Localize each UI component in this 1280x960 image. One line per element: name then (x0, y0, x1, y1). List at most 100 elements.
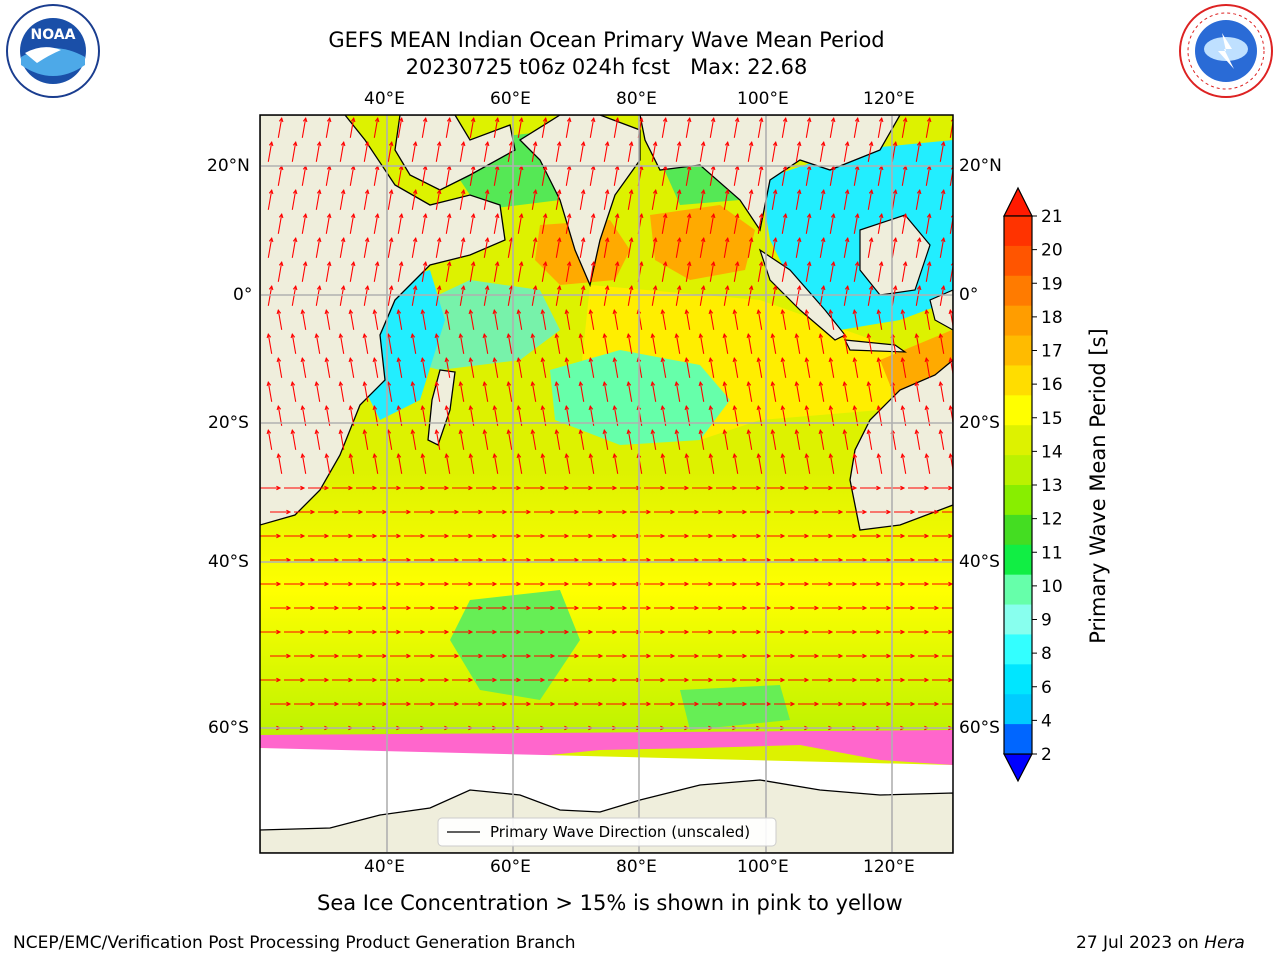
wave-arrow-shaft (541, 358, 547, 378)
wave-arrow-head (718, 605, 724, 611)
wave-arrow-head (694, 509, 700, 515)
wave-arrow-head (516, 485, 522, 491)
wave-arrow-head (484, 237, 490, 243)
wave-arrow-head (708, 485, 714, 491)
wave-arrow-head (266, 333, 272, 339)
wave-arrow-head (710, 261, 716, 267)
wave-arrow-head (780, 533, 786, 539)
wave-arrow-shaft (301, 310, 307, 330)
wave-arrow-head (358, 701, 364, 707)
india-landmass (518, 115, 641, 288)
wave-arrow-head (732, 581, 738, 587)
wave-arrow-head (556, 285, 562, 291)
colorbar-tick-label: 12 (1041, 510, 1063, 530)
wave-arrow-head (698, 333, 704, 339)
wave-arrow-head (780, 357, 786, 363)
wave-arrow-head (622, 605, 628, 611)
wave-arrow-shaft (675, 430, 681, 450)
wave-arrow-head (622, 509, 628, 515)
wave-arrow-head (382, 653, 388, 659)
wave-arrow-head (724, 285, 730, 291)
wave-arrow-shaft (373, 454, 379, 474)
wave-arrow-shaft (891, 334, 897, 354)
wave-arrow-head (852, 485, 858, 491)
wave-arrow-shaft (733, 214, 739, 234)
wave-arrow-head (460, 141, 466, 147)
wave-arrow-head (556, 189, 562, 195)
wave-arrow-shaft (349, 118, 355, 138)
colorbar-cell (1004, 634, 1032, 665)
wave-arrow-shaft (723, 430, 729, 450)
wave-arrow-head (684, 677, 690, 683)
wave-arrow-head (556, 237, 562, 243)
wave-arrow-head (684, 629, 690, 635)
noaa-logo: NOAA (6, 4, 100, 98)
colorbar-cell (1004, 275, 1032, 307)
wave-arrow-head (686, 261, 692, 267)
wave-arrow-head (574, 701, 580, 707)
wave-arrow-head (460, 189, 466, 195)
wave-arrow-head (454, 653, 460, 659)
wave-arrow-head (934, 605, 940, 611)
wave-arrow-head (492, 405, 498, 411)
wave-arrow-shaft (349, 358, 355, 378)
wave-arrow-head (430, 509, 436, 515)
wave-arrow-head (300, 677, 306, 683)
wave-arrow-shaft (661, 118, 667, 138)
wave-arrow-head (758, 261, 764, 267)
wave-arrow-head (396, 485, 402, 491)
wave-arrow-head (458, 333, 464, 339)
wave-arrow-head (398, 117, 404, 123)
wave-arrow-shaft (925, 118, 931, 138)
wave-arrow-head (518, 261, 524, 267)
wave-arrow-shaft (699, 190, 705, 210)
wave-arrow-head (588, 533, 594, 539)
wave-arrow-head (532, 237, 538, 243)
wave-arrow-head (372, 629, 378, 635)
wave-arrow-head (862, 509, 868, 515)
wave-arrow-head (506, 333, 512, 339)
colorbar-tick-label: 10 (1041, 577, 1063, 597)
colorbar-tick-label: 15 (1041, 409, 1063, 429)
wave-arrow-head (878, 213, 884, 219)
wave-arrow-head (722, 429, 728, 435)
wave-arrow-shaft (757, 358, 763, 378)
wave-arrow-head (842, 333, 848, 339)
wave-arrow-head (292, 189, 298, 195)
wave-arrow-head (660, 485, 666, 491)
wave-arrow-head (852, 453, 858, 459)
wave-arrow-head (492, 677, 498, 683)
wave-arrow-head (940, 141, 946, 147)
wave-arrow-head (926, 261, 932, 267)
wave-arrow-head (590, 213, 596, 219)
wave-arrow-shaft (421, 262, 427, 282)
wave-arrow-shaft (459, 238, 465, 258)
wave-arrow-head (350, 117, 356, 123)
wave-arrow-head (326, 213, 332, 219)
wave-arrow-head (588, 309, 594, 315)
wave-arrow-shaft (517, 358, 523, 378)
wave-arrow-head (732, 533, 738, 539)
wave-arrow-shaft (421, 118, 427, 138)
wave-arrow-head (828, 581, 834, 587)
wave-arrow-shaft (699, 286, 705, 306)
wave-arrow-head (412, 237, 418, 243)
wave-arrow-head (326, 261, 332, 267)
wave-arrow-shaft (589, 310, 595, 330)
wave-arrow-shaft (493, 118, 499, 138)
right-lat-tick-60s: 60°S (959, 718, 1000, 738)
colorbar-tick-label: 17 (1041, 342, 1063, 362)
wave-arrow-head (948, 485, 953, 491)
wave-arrow-head (540, 357, 546, 363)
wave-arrow-shaft (589, 214, 595, 234)
wave-arrow-shaft (613, 310, 619, 330)
wave-arrow-head (818, 381, 824, 387)
wave-arrow-shaft (925, 454, 931, 474)
wave-arrow-shaft (925, 262, 931, 282)
sea-ice-caption: Sea Ice Concentration > 15% is shown in … (317, 891, 903, 915)
wave-arrow-shaft (819, 382, 825, 402)
wave-arrow-head (516, 357, 522, 363)
wave-arrow-head (804, 629, 810, 635)
wave-arrow-head (348, 533, 354, 539)
wave-arrow-head (828, 309, 834, 315)
